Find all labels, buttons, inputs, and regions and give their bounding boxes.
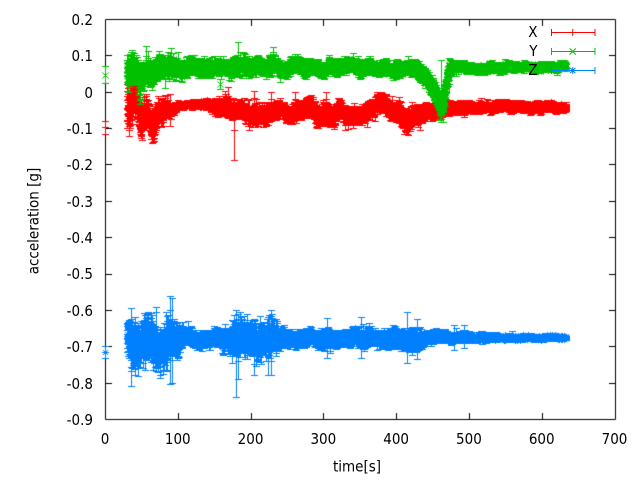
legend-sample-stroke-Y — [551, 48, 596, 55]
x-tick-label: 300 — [310, 429, 337, 448]
x-tick-label: 700 — [601, 429, 628, 448]
y-axis-title: acceleration [g] — [24, 167, 42, 275]
x-tick-label: 500 — [456, 429, 482, 448]
y-tick-label: -0.6 — [66, 301, 93, 320]
y-tick-label: 0.1 — [71, 47, 93, 66]
y-tick-label: 0 — [84, 83, 93, 102]
y-tick-label: -0.4 — [66, 229, 93, 248]
legend-sample-stroke-X — [551, 29, 596, 36]
x-tick-label: 0 — [100, 429, 110, 448]
legend-label-Y: Y — [529, 41, 538, 60]
legend-sample-stroke-Z — [551, 67, 596, 74]
legend-sample-Z — [551, 67, 596, 74]
x-tick-label: 100 — [164, 429, 191, 448]
y-tick-label: -0.9 — [66, 410, 93, 429]
legend-sample-X — [551, 29, 596, 36]
x-tick-label: 400 — [383, 429, 410, 448]
y-tick-label: -0.1 — [66, 119, 93, 138]
y-tick-label: -0.7 — [66, 338, 93, 357]
x-axis-title: time[s] — [332, 457, 382, 476]
y-tick-label: -0.8 — [66, 374, 93, 393]
y-tick-label: -0.2 — [66, 156, 93, 175]
y-tick-label: -0.5 — [66, 265, 93, 284]
x-tick-label: 600 — [528, 429, 555, 448]
legend-label-X: X — [528, 22, 538, 41]
y-tick-label: -0.3 — [66, 192, 93, 211]
y-tick-label: 0.2 — [71, 10, 93, 29]
legend-sample-Y — [551, 48, 596, 55]
x-tick-label: 200 — [237, 429, 264, 448]
legend-label-Z: Z — [528, 60, 538, 79]
